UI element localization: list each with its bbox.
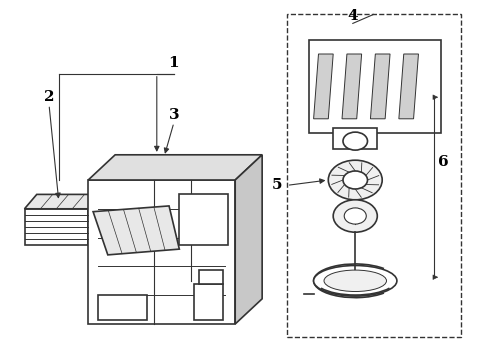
Polygon shape <box>93 206 179 255</box>
Polygon shape <box>24 194 100 209</box>
Polygon shape <box>399 54 418 119</box>
Bar <box>88 180 235 324</box>
Bar <box>287 14 461 337</box>
Ellipse shape <box>314 266 397 296</box>
Circle shape <box>343 132 368 150</box>
Ellipse shape <box>324 270 387 292</box>
Text: 6: 6 <box>438 155 449 169</box>
Polygon shape <box>88 155 262 180</box>
Text: 3: 3 <box>169 108 179 122</box>
Bar <box>179 194 228 245</box>
Text: 1: 1 <box>169 56 179 70</box>
Circle shape <box>333 200 377 232</box>
Polygon shape <box>314 54 333 119</box>
Polygon shape <box>88 194 100 245</box>
Bar <box>98 295 147 320</box>
Bar <box>194 284 223 320</box>
Bar <box>309 40 441 133</box>
Bar <box>199 270 223 284</box>
Text: 5: 5 <box>271 179 282 192</box>
Circle shape <box>328 160 382 200</box>
Polygon shape <box>342 54 362 119</box>
Text: 2: 2 <box>44 90 54 104</box>
Text: 4: 4 <box>347 9 358 23</box>
Bar <box>333 128 377 149</box>
Polygon shape <box>235 155 262 324</box>
Circle shape <box>343 171 368 189</box>
Polygon shape <box>370 54 390 119</box>
Circle shape <box>344 208 367 224</box>
Bar <box>24 209 88 245</box>
